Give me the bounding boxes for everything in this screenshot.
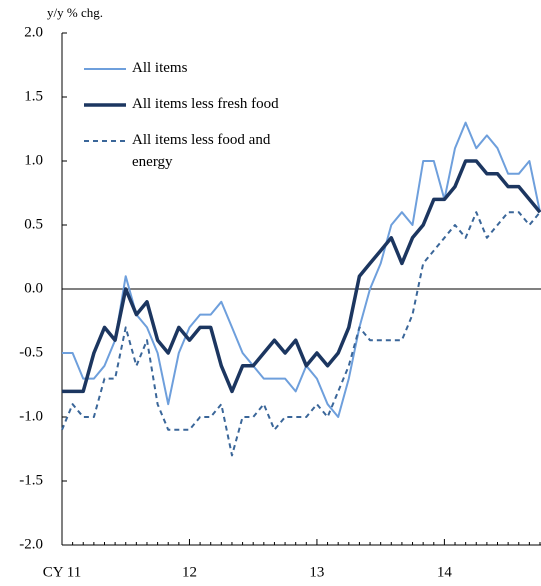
y-tick-label: 2.0 (24, 24, 43, 40)
y-tick-label: -2.0 (19, 536, 43, 552)
series-line (62, 159, 541, 394)
legend-label: All items (132, 60, 188, 76)
x-tick-label: 14 (437, 564, 453, 580)
y-tick-label: -1.5 (19, 472, 43, 488)
legend-label: All items less food and energy (132, 132, 271, 170)
legend-swatch (84, 68, 126, 70)
x-tick-label: CY 11 (43, 564, 81, 580)
series-line (62, 121, 541, 418)
x-tick-label: 12 (182, 564, 197, 580)
legend: All items All items less fresh food All it… (84, 57, 294, 186)
y-tick-label: -1.0 (19, 408, 43, 424)
legend-label: All items less fresh food (132, 96, 279, 112)
series-line (61, 211, 541, 457)
axis-unit: y/y % chg. (47, 5, 103, 20)
y-tick-label: -0.5 (19, 344, 43, 360)
x-tick-label: 13 (309, 564, 324, 580)
legend-swatch (84, 103, 126, 107)
y-tick-label: 1.5 (24, 88, 43, 104)
legend-entry: All items less food and energy (84, 129, 294, 173)
legend-entry: All items (84, 57, 294, 80)
y-tick-label: 0.5 (24, 216, 43, 232)
y-tick-label: 1.0 (24, 152, 43, 168)
legend-swatch (84, 140, 126, 142)
y-tick-label: 0.0 (24, 280, 43, 296)
legend-entry: All items less fresh food (84, 93, 294, 116)
